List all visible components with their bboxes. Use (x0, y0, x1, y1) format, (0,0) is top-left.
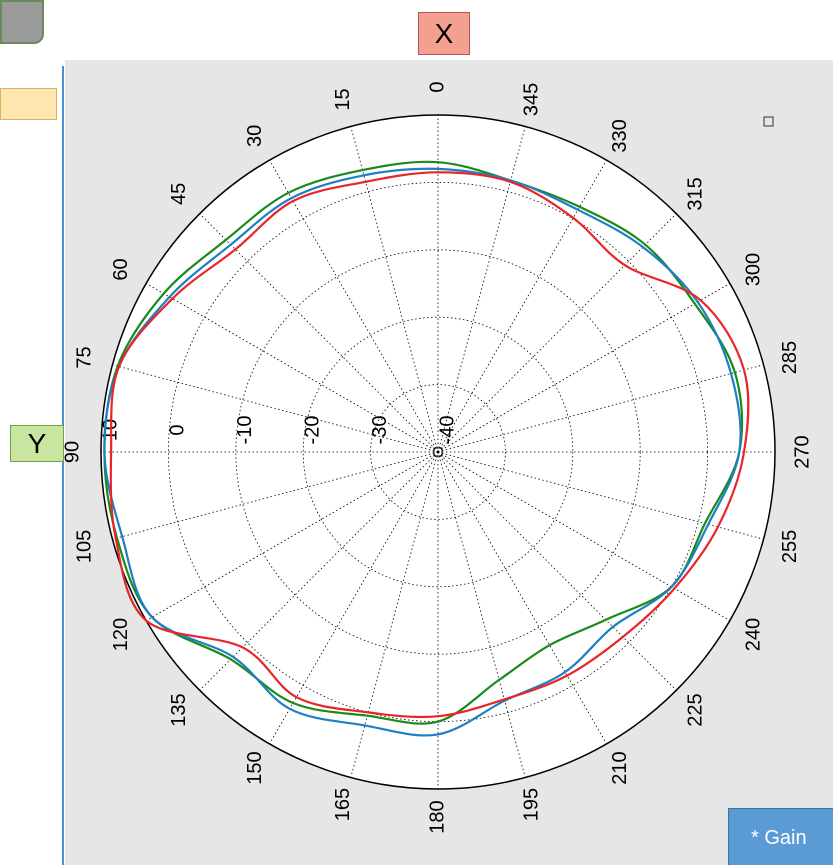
theta-tick-label: 300 (742, 253, 764, 286)
grid-spoke (437, 283, 731, 453)
theta-tick-label: 165 (332, 788, 354, 821)
x-callout-text: X (434, 17, 454, 49)
r-tick-label: -40 (436, 416, 458, 445)
gain-note: * Gain (728, 808, 833, 865)
theta-tick-label: 345 (521, 83, 543, 116)
grid-spoke (269, 451, 439, 745)
theta-tick-label: 30 (244, 125, 266, 147)
zoom-icon (763, 116, 774, 127)
grid-spoke (199, 451, 439, 691)
grid-spoke (437, 451, 526, 778)
grid-spoke (112, 364, 439, 453)
grid-ring (235, 249, 641, 655)
x-axis-callout: X (418, 12, 470, 55)
theta-tick-label: 120 (110, 618, 132, 651)
grid-spoke (437, 364, 764, 453)
theta-tick-label: 210 (609, 751, 631, 784)
grid-spoke (269, 159, 439, 453)
series-line (103, 160, 744, 725)
grid-spoke (437, 159, 607, 453)
theta-tick-label: 90 (61, 441, 83, 463)
theta-tick-label: 315 (684, 177, 706, 210)
y-axis-callout: Y (10, 425, 64, 462)
note-box (0, 88, 57, 120)
grid-ring (370, 384, 506, 520)
theta-tick-label: 75 (74, 346, 96, 368)
theta-tick-label: 45 (168, 183, 190, 205)
r-tick-label: 0 (167, 424, 189, 435)
grid-spoke (350, 451, 439, 778)
grid-spoke (437, 451, 677, 691)
outer-ring (100, 114, 776, 790)
center-marker (433, 447, 443, 457)
theta-tick-label: 180 (426, 800, 448, 833)
theta-tick-label: 225 (684, 693, 706, 726)
panel-border (62, 66, 64, 865)
grid-spoke (112, 451, 439, 540)
r-tick-label: -10 (234, 416, 256, 445)
gain-note-text: * Gain (751, 826, 807, 849)
theta-tick-label: 60 (110, 258, 132, 280)
y-callout-text: Y (27, 427, 47, 459)
grid-ring (167, 181, 709, 723)
theta-tick-label: 255 (779, 530, 801, 563)
theta-tick-label: 270 (791, 435, 813, 468)
grid-spoke (437, 451, 731, 621)
grid-spoke (437, 451, 607, 745)
theta-tick-label: 135 (168, 693, 190, 726)
theta-tick-label: 0 (426, 81, 448, 92)
theta-tick-label: 330 (609, 119, 631, 152)
series-line (103, 167, 742, 737)
grid-spoke (199, 213, 439, 453)
theta-tick-label: 105 (74, 530, 96, 563)
series-line (109, 171, 750, 719)
theta-tick-label: 150 (244, 751, 266, 784)
theta-tick-label: 285 (779, 341, 801, 374)
theta-tick-label: 15 (332, 88, 354, 110)
theta-tick-label: 240 (742, 618, 764, 651)
r-tick-label: -20 (301, 416, 323, 445)
theta-tick-label: 195 (521, 788, 543, 821)
grid-spoke (145, 451, 439, 621)
device-icon (0, 0, 44, 44)
grid-spoke (437, 213, 677, 453)
r-tick-label: -30 (369, 416, 391, 445)
grid-spoke (145, 283, 439, 453)
